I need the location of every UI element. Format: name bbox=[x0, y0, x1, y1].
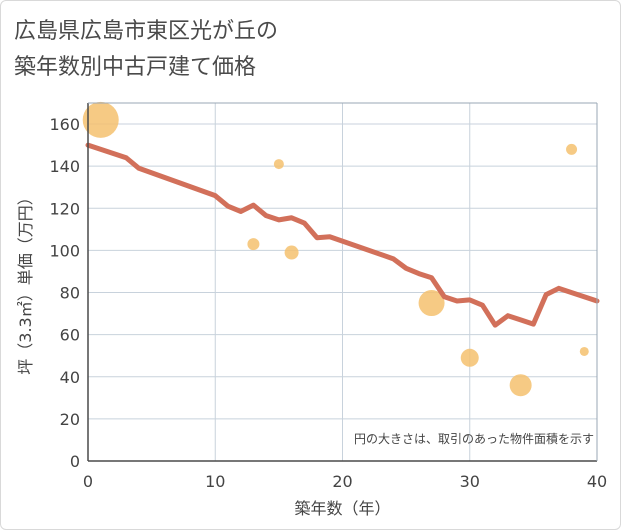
y-tick-label: 140 bbox=[49, 157, 80, 176]
bubble-point bbox=[509, 374, 532, 397]
bubble-point bbox=[566, 143, 578, 155]
y-tick-label: 160 bbox=[49, 115, 80, 134]
y-axis-label: 坪（3.3㎡）単価（万円） bbox=[16, 189, 35, 374]
y-tick-label: 0 bbox=[70, 452, 80, 471]
y-tick-label: 40 bbox=[60, 368, 80, 387]
y-tick-label: 120 bbox=[49, 199, 80, 218]
bubble-point bbox=[579, 346, 589, 356]
size-note: 円の大きさは、取引のあった物件面積を示す bbox=[354, 431, 594, 446]
bubble-point bbox=[247, 238, 260, 251]
bubble-point bbox=[418, 290, 445, 317]
tick-labels: 0 20 40 60 80 100 120 140 160 0 10 20 30 40 bbox=[49, 115, 607, 491]
bubble-point bbox=[284, 245, 299, 260]
axes bbox=[87, 102, 598, 462]
chart-title-line-2: 築年数別中古戸建て価格 bbox=[14, 55, 257, 80]
grid bbox=[87, 103, 598, 462]
bubble-point bbox=[273, 159, 284, 170]
bubble-point bbox=[460, 348, 479, 367]
chart-title: 広島県広島市東区光が丘の 築年数別中古戸建て価格 bbox=[14, 14, 278, 86]
chart-title-line-1: 広島県広島市東区光が丘の bbox=[14, 19, 279, 44]
y-tick-label: 60 bbox=[60, 326, 80, 345]
x-tick-label: 20 bbox=[332, 472, 352, 491]
x-tick-label: 10 bbox=[205, 472, 225, 491]
bubbles bbox=[82, 101, 589, 397]
bubble-point bbox=[82, 101, 119, 138]
x-axis-label: 築年数（年） bbox=[294, 499, 390, 518]
x-tick-label: 0 bbox=[83, 472, 93, 491]
y-tick-label: 80 bbox=[60, 284, 80, 303]
y-tick-label: 20 bbox=[60, 410, 80, 429]
trend-line bbox=[85, 142, 600, 328]
x-tick-label: 40 bbox=[587, 472, 607, 491]
trend bbox=[85, 142, 600, 328]
x-tick-label: 30 bbox=[460, 472, 480, 491]
y-tick-label: 100 bbox=[49, 241, 80, 260]
